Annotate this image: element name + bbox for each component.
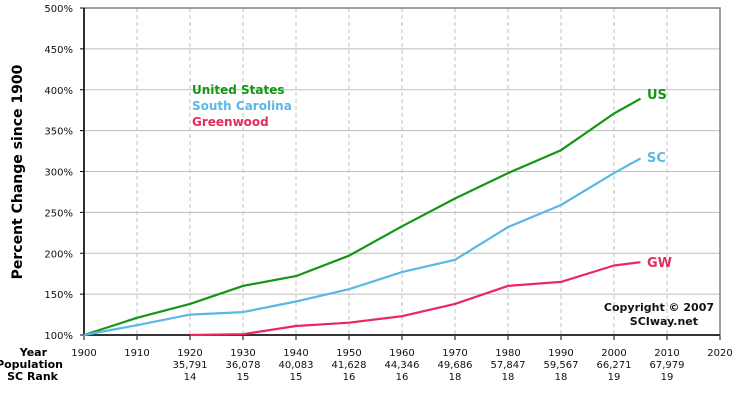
y-axis-ticks: 100% 150% 200% 250% 300% 350% 400% 450% 500% [44,4,84,342]
population-value: 41,628 [332,360,367,371]
series-line-gw [189,261,641,337]
x-tick-label: 1930 [230,348,255,359]
sc-rank-value: 15 [237,372,250,383]
population-value: 40,083 [279,360,314,371]
legend: United States South Carolina Greenwood [192,83,292,129]
sc-rank-value: 16 [396,372,409,383]
end-label-sc: SC [647,151,666,166]
y-tick-label: 200% [44,249,73,260]
sc-rank-value: 18 [502,372,515,383]
end-label-us: US [647,88,667,103]
y-tick-label: 350% [44,127,73,138]
sc-rank-value: 19 [608,372,621,383]
y-tick-label: 400% [44,86,73,97]
series-line-us [83,97,642,337]
x-tick-label: 2010 [654,348,679,359]
x-tick-label: 1940 [283,348,308,359]
population-value: 49,686 [438,360,473,371]
data-table: 1900 1910 192035,79114193036,07815194040,0… [71,348,732,383]
row-label-sc-rank: SC Rank [7,370,59,383]
population-value: 35,791 [173,360,208,371]
series-line-sc [83,157,642,337]
x-tick-label: 1960 [389,348,414,359]
sc-rank-value: 15 [290,372,303,383]
x-tick-label: 1950 [336,348,361,359]
x-tick-label: 1910 [124,348,149,359]
y-tick-label: 150% [44,290,73,301]
x-tick-label: 2020 [707,348,732,359]
sc-rank-value: 16 [343,372,356,383]
x-tick-label: 1920 [177,348,202,359]
x-tick-label: 1990 [548,348,573,359]
data-series [83,97,642,337]
legend-item-sc: South Carolina [192,99,292,113]
y-tick-label: 250% [44,208,73,219]
grid-lines [84,7,720,335]
y-tick-label: 300% [44,168,73,179]
copyright-text: Copyright © 2007 [604,301,714,314]
row-label-population: Population [0,358,63,371]
source-text: SCIway.net [630,315,698,328]
population-value: 67,979 [650,360,685,371]
sc-rank-value: 18 [555,372,568,383]
population-value: 59,567 [544,360,579,371]
x-tick-label: 1980 [495,348,520,359]
legend-item-us: United States [192,83,285,97]
legend-item-gw: Greenwood [192,115,269,129]
x-tick-label: 1970 [442,348,467,359]
end-label-gw: GW [647,256,672,271]
y-tick-label: 100% [44,331,73,342]
sc-rank-value: 18 [449,372,462,383]
sc-rank-value: 14 [184,372,197,383]
population-value: 57,847 [491,360,526,371]
population-value: 66,271 [597,360,632,371]
population-value: 44,346 [385,360,420,371]
y-tick-label: 450% [44,45,73,56]
x-tick-label: 1900 [71,348,96,359]
population-value: 36,078 [226,360,261,371]
row-label-year: Year [19,346,48,359]
x-tick-label: 2000 [601,348,626,359]
sc-rank-value: 19 [661,372,674,383]
y-tick-label: 500% [44,4,73,15]
y-axis-label: Percent Change since 1900 [10,64,26,279]
